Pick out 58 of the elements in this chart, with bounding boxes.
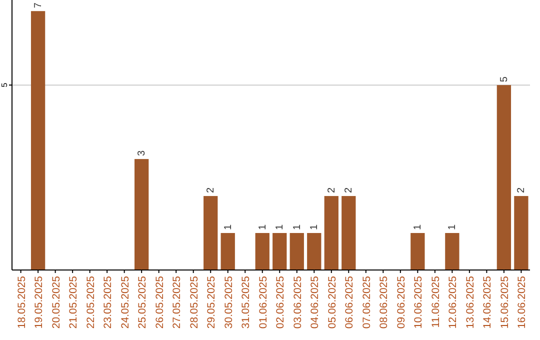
x-tick-label: 02.06.2025 — [274, 276, 287, 329]
data-label: 3 — [136, 150, 148, 156]
x-tick-label: 04.06.2025 — [309, 276, 322, 329]
x-tick-label: 09.06.2025 — [395, 276, 408, 329]
data-label: 2 — [206, 187, 217, 194]
x-tick-label: 22.05.2025 — [84, 276, 97, 329]
x-tick-label: 24.05.2025 — [119, 276, 132, 329]
data-label: 1 — [412, 224, 424, 230]
bar — [290, 233, 304, 270]
x-tick-label: 26.05.2025 — [154, 276, 166, 329]
data-label: 7 — [33, 2, 44, 8]
bar — [134, 159, 149, 270]
x-tick-label: 03.06.2025 — [292, 276, 304, 329]
bar — [496, 85, 512, 270]
data-label: 1 — [309, 224, 320, 230]
x-tick-label: 28.05.2025 — [188, 276, 200, 329]
data-label: 2 — [516, 187, 528, 194]
x-tick-label: 15.06.2025 — [498, 276, 511, 329]
x-tick-label: 14.06.2025 — [482, 276, 494, 329]
x-tick-label: 12.06.2025 — [447, 276, 460, 329]
data-label: 1 — [257, 224, 268, 230]
x-tick-label: 07.06.2025 — [360, 276, 373, 329]
data-label: 1 — [292, 224, 303, 230]
x-tick-label: 13.06.2025 — [464, 276, 476, 329]
data-label: 1 — [222, 224, 234, 230]
bar — [255, 233, 270, 270]
bar — [30, 11, 46, 270]
bar — [514, 196, 528, 270]
x-tick-label: 21.05.2025 — [68, 276, 80, 329]
bar — [204, 196, 218, 270]
x-tick-label: 16.06.2025 — [516, 276, 528, 329]
x-tick-label: 10.06.2025 — [412, 276, 425, 329]
bar — [272, 233, 287, 270]
bar — [410, 233, 425, 270]
data-label: 1 — [274, 224, 286, 230]
data-label: 5 — [498, 76, 510, 82]
x-tick-label: 11.06.2025 — [430, 276, 442, 328]
x-tick-label: 27.05.2025 — [171, 276, 184, 329]
x-tick-label: 18.05.2025 — [16, 276, 28, 329]
bar — [324, 196, 338, 270]
x-tick-label: 06.06.2025 — [344, 276, 356, 329]
bar — [445, 233, 460, 270]
data-label: 2 — [344, 187, 355, 194]
x-tick-label: 05.06.2025 — [326, 276, 338, 329]
x-tick-label: 29.05.2025 — [206, 276, 218, 329]
bar — [307, 233, 322, 270]
data-label: 2 — [326, 187, 338, 194]
x-tick-label: 25.05.2025 — [136, 276, 149, 329]
bar — [220, 233, 235, 270]
x-tick-label: 20.05.2025 — [50, 276, 62, 329]
x-tick-label: 31.05.2025 — [240, 276, 252, 329]
x-tick-label: 01.06.2025 — [257, 276, 270, 329]
x-tick-label: 08.06.2025 — [378, 276, 390, 329]
x-tick-label: 30.05.2025 — [222, 276, 235, 329]
bar — [342, 196, 356, 270]
x-tick-label: 23.05.2025 — [102, 276, 114, 329]
x-tick-label: 19.05.2025 — [33, 276, 46, 329]
data-label: 1 — [447, 224, 458, 230]
